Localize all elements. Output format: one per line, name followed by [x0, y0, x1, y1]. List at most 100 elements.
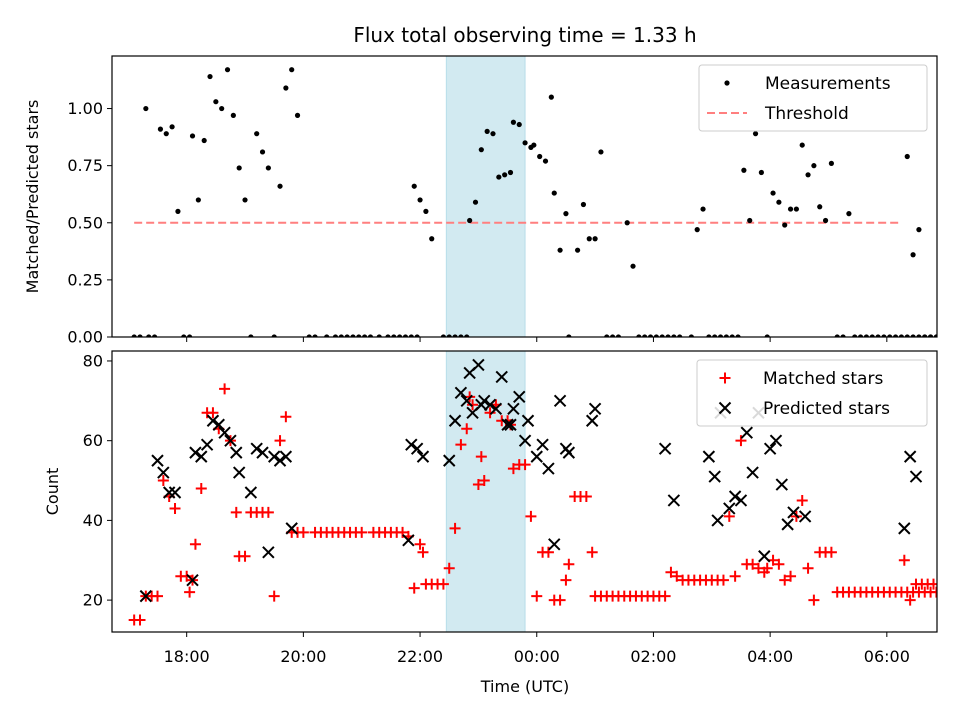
- data-point: [137, 334, 143, 337]
- data-point: [131, 334, 137, 337]
- data-point: [236, 165, 242, 171]
- bottom-y-axis-label: Count: [43, 468, 62, 516]
- data-point: [230, 506, 242, 518]
- data-point: [898, 334, 905, 337]
- data-point: [464, 334, 470, 337]
- data-point: [402, 534, 415, 547]
- data-point: [781, 518, 794, 531]
- data-point: [478, 475, 490, 487]
- data-point: [817, 204, 823, 210]
- data-point: [537, 153, 543, 160]
- data-point: [207, 73, 213, 80]
- data-point: [904, 334, 910, 337]
- data-point: [863, 334, 870, 337]
- data-point: [367, 334, 374, 337]
- data-point: [735, 435, 747, 447]
- data-point: [580, 490, 592, 502]
- data-point: [723, 502, 736, 515]
- bottom-axes-frame: [111, 350, 938, 633]
- data-point: [769, 434, 783, 447]
- data-point: [793, 206, 799, 212]
- data-point: [624, 220, 630, 226]
- data-point: [834, 334, 840, 337]
- x-tick-label: 18:00: [164, 647, 210, 666]
- data-point: [232, 466, 246, 479]
- data-point: [615, 334, 622, 337]
- data-point: [268, 590, 280, 602]
- bottom-observing-window-band: [445, 350, 526, 633]
- x-tick-label: 04:00: [747, 647, 793, 666]
- data-point: [417, 197, 423, 203]
- data-point: [262, 506, 274, 518]
- data-point: [904, 594, 916, 606]
- data-point: [927, 334, 934, 337]
- data-point: [525, 510, 537, 522]
- bottom-y-tick-label: 20: [83, 591, 103, 610]
- data-point: [588, 402, 602, 416]
- bottom-legend: Matched stars Predicted stars: [696, 359, 928, 427]
- data-point: [224, 434, 237, 447]
- data-point: [414, 334, 420, 337]
- data-point: [604, 334, 610, 337]
- data-point: [429, 236, 435, 242]
- data-point: [502, 172, 508, 178]
- data-point: [391, 334, 397, 337]
- data-point: [271, 334, 277, 337]
- data-point: [163, 131, 169, 137]
- data-point: [658, 442, 672, 455]
- data-point: [822, 217, 829, 224]
- data-point: [667, 494, 681, 507]
- data-point: [460, 394, 473, 408]
- data-point: [408, 582, 420, 594]
- data-point: [728, 490, 742, 503]
- data-point: [169, 124, 175, 130]
- data-point: [189, 133, 196, 139]
- data-point: [910, 334, 916, 337]
- data-point: [181, 334, 187, 337]
- data-point: [496, 174, 502, 180]
- bottom-plot-area: [128, 358, 937, 626]
- data-point: [665, 566, 677, 578]
- data-point: [501, 418, 514, 431]
- data-point: [417, 546, 429, 558]
- bottom-y-tick-label: 60: [83, 431, 103, 450]
- data-point: [723, 334, 729, 337]
- data-point: [484, 407, 496, 419]
- bottom-y-tick-label: 40: [83, 511, 103, 530]
- data-point: [151, 454, 164, 467]
- data-point: [250, 442, 263, 455]
- data-point: [758, 550, 771, 563]
- data-point: [563, 211, 569, 217]
- data-point: [267, 450, 281, 463]
- data-point: [671, 334, 677, 337]
- series-predicted-stars: [139, 358, 923, 603]
- data-point: [574, 247, 581, 253]
- data-point: [189, 538, 201, 550]
- data-point: [562, 446, 576, 459]
- data-point: [799, 142, 805, 148]
- data-point: [507, 463, 519, 475]
- data-point: [397, 334, 403, 337]
- data-point: [248, 334, 254, 337]
- data-point: [157, 466, 170, 479]
- data-point: [265, 165, 271, 171]
- data-point: [416, 450, 430, 463]
- data-point: [636, 334, 642, 337]
- data-point: [274, 435, 286, 447]
- data-point: [852, 334, 858, 337]
- data-point: [708, 470, 721, 483]
- data-point: [362, 334, 368, 337]
- data-point: [312, 334, 318, 337]
- data-point: [787, 206, 794, 212]
- data-point: [507, 169, 514, 176]
- data-point: [423, 208, 429, 214]
- data-point: [134, 614, 146, 626]
- data-point: [139, 589, 153, 603]
- data-point: [516, 121, 522, 128]
- x-axis-label: Time (UTC): [480, 677, 569, 696]
- data-point: [825, 546, 837, 558]
- top-y-tick-label: 0.25: [67, 270, 103, 289]
- legend-marker-predicted: [718, 401, 732, 415]
- data-point: [740, 426, 754, 439]
- data-point: [175, 208, 181, 214]
